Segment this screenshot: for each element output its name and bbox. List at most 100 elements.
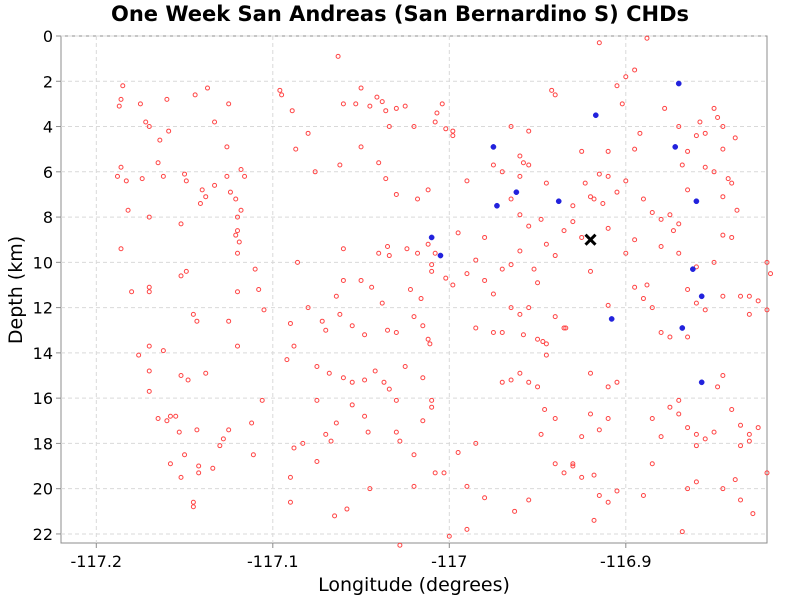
- event-point: [376, 160, 382, 166]
- event-point: [291, 445, 297, 451]
- event-point: [570, 463, 576, 469]
- event-point: [482, 495, 488, 501]
- event-point: [420, 418, 426, 424]
- event-point: [194, 427, 200, 433]
- event-point: [473, 325, 479, 331]
- event-point: [333, 293, 339, 299]
- event-point: [531, 266, 537, 272]
- event-point: [427, 341, 433, 347]
- event-point: [190, 311, 196, 317]
- recent-event-point: [679, 325, 686, 331]
- event-point: [369, 284, 375, 290]
- event-point: [164, 418, 170, 424]
- event-point: [702, 164, 708, 170]
- event-point: [517, 248, 523, 254]
- event-point: [277, 87, 283, 93]
- event-point: [499, 266, 505, 272]
- event-point: [443, 126, 449, 132]
- event-point: [256, 287, 262, 292]
- event-point: [411, 314, 417, 320]
- event-point: [383, 176, 389, 182]
- event-point: [658, 243, 664, 249]
- event-point: [720, 124, 726, 130]
- event-point: [619, 101, 625, 107]
- event-point: [679, 529, 685, 535]
- event-point: [605, 173, 611, 179]
- event-point: [314, 459, 320, 465]
- event-point: [508, 196, 514, 202]
- event-point: [473, 440, 479, 446]
- event-point: [535, 280, 541, 286]
- event-point: [235, 289, 240, 295]
- event-point: [605, 225, 611, 231]
- event-point: [224, 173, 230, 179]
- event-point: [561, 325, 567, 331]
- event-point: [372, 368, 378, 374]
- event-point: [649, 305, 655, 311]
- event-point: [418, 296, 424, 302]
- event-point: [155, 416, 161, 422]
- event-point: [563, 325, 569, 331]
- event-point: [114, 173, 120, 179]
- event-point: [729, 180, 735, 186]
- chart-title: One Week San Andreas (San Bernardino S) …: [111, 2, 689, 26]
- event-point: [178, 221, 184, 227]
- event-point: [490, 162, 496, 168]
- event-point: [605, 499, 611, 505]
- event-point: [291, 343, 297, 349]
- event-point: [738, 293, 744, 299]
- x-tick-label: -117.2: [71, 552, 123, 571]
- event-point: [194, 318, 200, 324]
- event-point: [259, 397, 265, 403]
- event-point: [596, 40, 602, 46]
- event-point: [520, 160, 526, 166]
- event-point: [295, 259, 301, 265]
- event-point: [658, 216, 664, 222]
- event-point: [337, 311, 343, 317]
- y-tick-label: 14: [33, 344, 53, 363]
- event-point: [238, 207, 244, 213]
- event-point: [520, 332, 526, 338]
- event-point: [768, 271, 774, 277]
- y-tick-labels: 0 2 4 6 8 10 12 14 16 18 20 22: [33, 27, 53, 544]
- event-point: [443, 275, 449, 281]
- event-point: [702, 307, 708, 313]
- event-point: [374, 94, 380, 100]
- event-point: [596, 171, 602, 177]
- event-point: [217, 443, 223, 449]
- event-point: [420, 375, 426, 381]
- event-point: [711, 169, 717, 175]
- event-point: [729, 406, 735, 412]
- event-point: [335, 53, 341, 59]
- event-point: [549, 87, 555, 93]
- event-point: [118, 246, 124, 252]
- event-point: [143, 119, 149, 125]
- event-point: [136, 352, 142, 358]
- plot-area: [60, 35, 768, 544]
- event-point: [667, 334, 673, 340]
- event-point: [517, 153, 523, 159]
- event-point: [203, 194, 209, 200]
- event-point: [226, 318, 232, 324]
- event-point: [407, 287, 413, 292]
- event-point: [429, 397, 435, 403]
- event-point: [305, 130, 311, 136]
- event-point: [393, 105, 399, 111]
- event-point: [293, 146, 299, 152]
- event-point: [235, 214, 240, 220]
- event-point: [279, 92, 285, 98]
- event-point: [755, 425, 761, 431]
- event-point: [425, 241, 431, 247]
- event-point: [640, 296, 646, 302]
- event-point: [197, 200, 203, 206]
- event-point: [116, 103, 122, 109]
- event-point: [305, 305, 311, 311]
- event-point: [508, 377, 514, 383]
- event-point: [508, 262, 514, 268]
- y-tick-label: 12: [33, 299, 53, 318]
- event-point: [711, 259, 717, 265]
- event-point: [349, 379, 355, 385]
- x-tick-label: -117: [431, 552, 467, 571]
- event-point: [358, 144, 364, 150]
- event-point: [543, 352, 549, 358]
